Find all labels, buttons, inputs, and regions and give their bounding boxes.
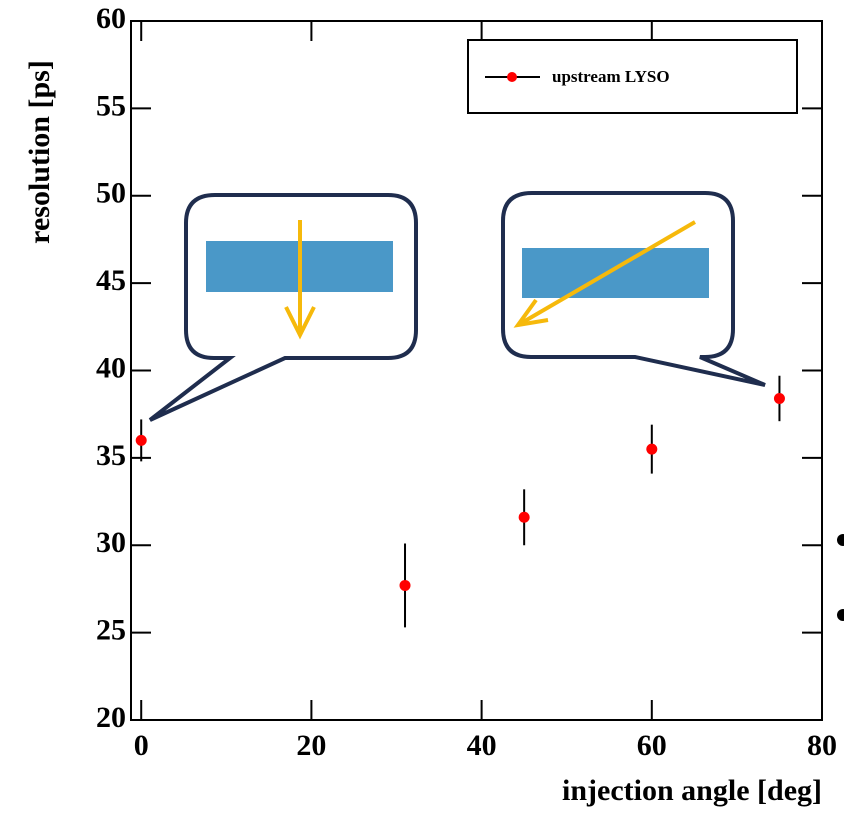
point [399,579,411,591]
y-tick-label: 30 [96,526,126,559]
x-tick-label: 40 [467,729,497,762]
x-axis-title: injection angle [deg] [562,774,822,807]
callout-right [501,191,766,387]
y-tick-label: 40 [96,351,126,384]
point [135,434,147,446]
legend: upstream LYSO [467,39,798,114]
y-tick-label: 25 [96,614,126,647]
y-tick-label: 35 [96,439,126,472]
y-tick-label: 50 [96,177,126,210]
y-tick-label: 20 [96,701,126,734]
bullet [837,609,844,621]
y-axis-title: resolution [ps] [23,60,56,244]
x-tick-label: 60 [637,729,667,762]
y-tick-label: 45 [96,264,126,297]
x-tick-label: 0 [134,729,149,762]
bullet [837,534,844,546]
y-tick-label: 55 [96,89,126,122]
legend-label: upstream LYSO [552,67,670,86]
point [518,511,530,523]
callout-left [148,193,418,422]
x-tick-label: 80 [807,729,837,762]
legend-marker [507,72,517,82]
x-tick-label: 20 [296,729,326,762]
point [646,443,658,455]
point [773,392,785,404]
y-tick-label: 60 [96,2,126,35]
